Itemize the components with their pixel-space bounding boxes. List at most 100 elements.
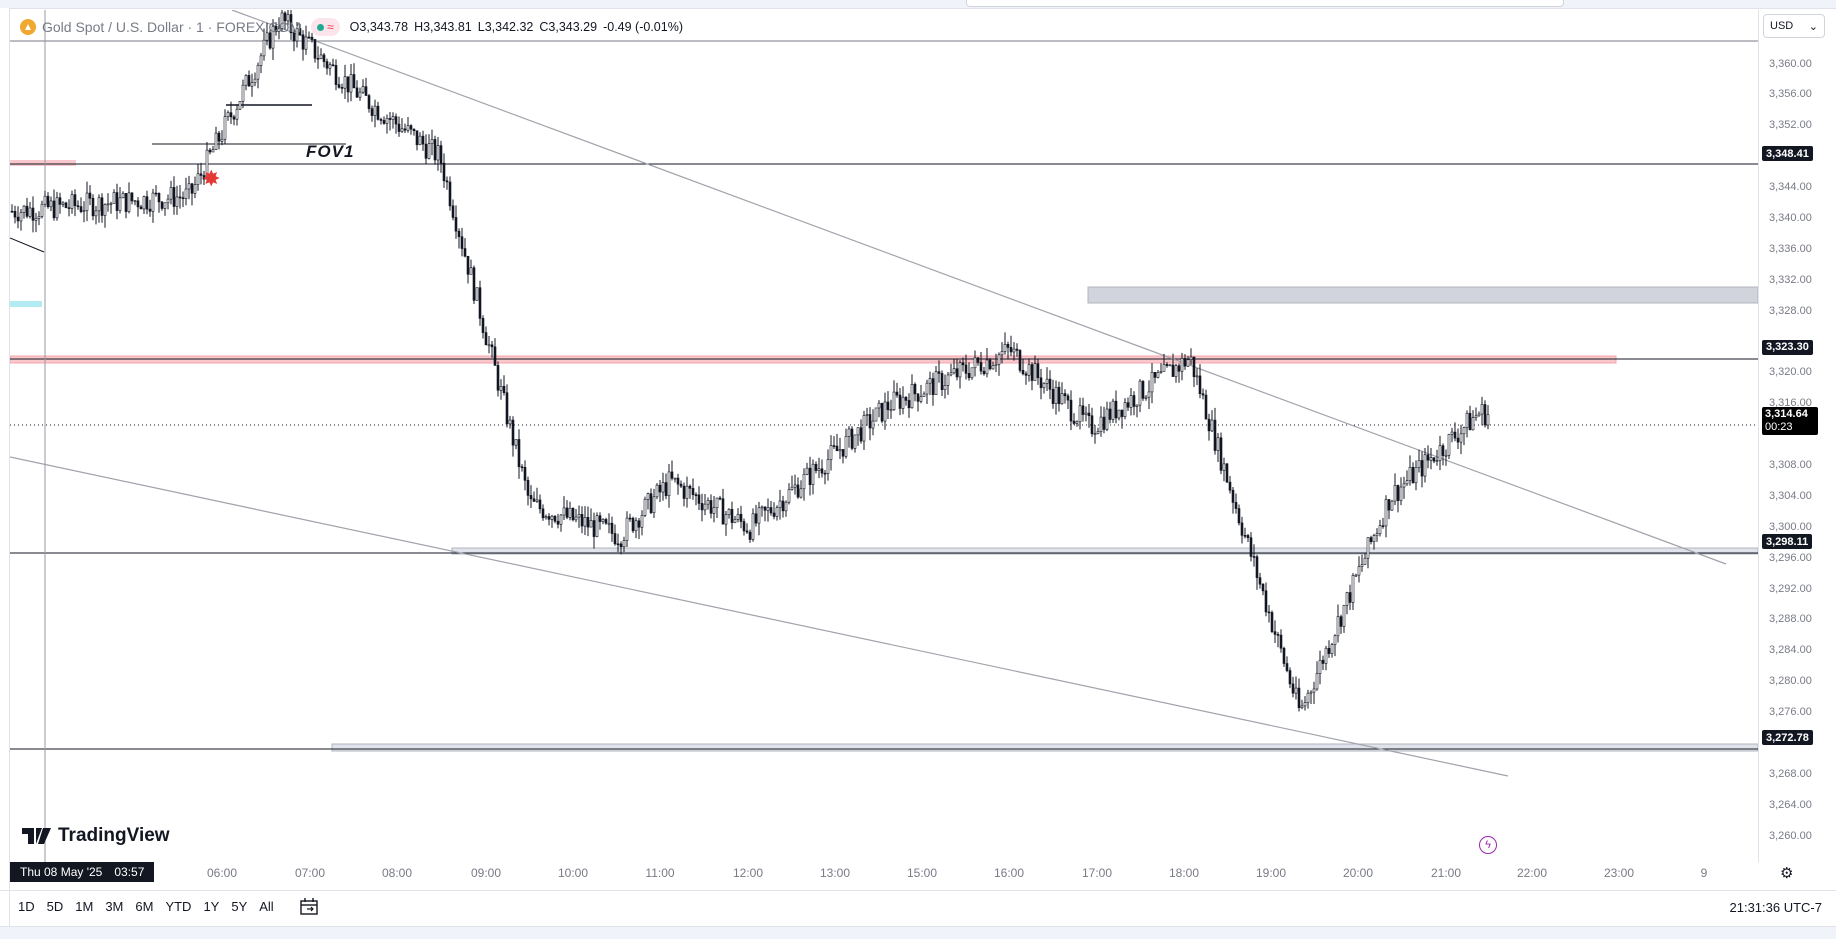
candle-body <box>1249 537 1253 557</box>
status-indicators[interactable]: ≈ <box>311 18 340 36</box>
candle-body <box>574 516 578 521</box>
range-button-ytd[interactable]: YTD <box>165 899 192 914</box>
candle-body <box>1078 405 1082 423</box>
candle-body <box>1426 454 1430 461</box>
candle-body <box>307 36 311 39</box>
candle-body <box>1030 364 1034 381</box>
currency-select-button[interactable]: USD ⌄ <box>1763 14 1825 38</box>
range-button-5y[interactable]: 5Y <box>231 899 248 914</box>
candle-body <box>685 485 689 499</box>
candle-body <box>184 188 188 199</box>
candle-body <box>229 112 233 118</box>
price-tag-3323: 3,323.30 <box>1762 339 1813 355</box>
range-button-1y[interactable]: 1Y <box>203 899 220 914</box>
candle-body <box>499 385 503 391</box>
candle-body <box>1237 508 1241 524</box>
candle-body <box>292 32 296 42</box>
price-tick-label: 3,264.00 <box>1769 798 1812 811</box>
candle-body <box>466 255 470 275</box>
candle-body <box>931 378 935 395</box>
lightning-event-icon[interactable]: ϟ <box>1479 836 1497 854</box>
range-button-3m[interactable]: 3M <box>105 899 124 914</box>
ohlc-high: H3,343.81 <box>414 20 472 34</box>
candle-body <box>439 145 443 164</box>
time-tick-label: 9 <box>1700 866 1708 880</box>
candle-body <box>1282 647 1286 664</box>
candle-body <box>595 515 599 537</box>
candle-body <box>1261 583 1265 592</box>
trendline-upper[interactable] <box>231 10 1727 565</box>
time-axis[interactable]: Thu 08 May '25 03:57 06:00 07:00 08:00 09:0… <box>10 862 1793 884</box>
price-axis[interactable]: USD ⌄ 3,360.00 3,356.00 3,352.00 3,344.00 3,… <box>1758 10 1836 862</box>
range-button-1m[interactable]: 1M <box>75 899 94 914</box>
candle-body <box>430 139 434 145</box>
chart-settings-gear-icon[interactable]: ⚙ <box>1780 865 1794 882</box>
candle-body <box>304 36 308 50</box>
candle-body <box>1297 687 1301 709</box>
candle-body <box>724 514 728 525</box>
candle-body <box>1075 421 1079 424</box>
gray-zone-upper[interactable] <box>1087 286 1758 304</box>
candle-body <box>718 497 722 500</box>
symbol-legend[interactable]: Gold Spot / U.S. Dollar · 1 · FOREX.COM … <box>20 17 683 37</box>
chart-canvas[interactable] <box>10 10 1758 862</box>
candle-body <box>610 522 614 534</box>
candle-body <box>34 218 38 221</box>
candle-body <box>1390 500 1394 511</box>
candle-body <box>1324 647 1328 664</box>
candle-body <box>679 483 683 487</box>
chart-pane[interactable]: Gold Spot / U.S. Dollar · 1 · FOREX.COM … <box>10 10 1758 862</box>
candle-body <box>217 132 221 142</box>
range-button-5d[interactable]: 5D <box>46 899 64 914</box>
time-tick-label: 17:00 <box>1081 866 1113 880</box>
candle-body <box>1318 659 1322 674</box>
candle-body <box>1303 702 1307 707</box>
candle-body <box>250 82 254 87</box>
trendline-short-left[interactable] <box>10 237 45 253</box>
crosshair-time: 03:57 <box>114 865 145 879</box>
red-supply-zone-left[interactable] <box>10 160 76 166</box>
tradingview-logo[interactable]: TradingView <box>22 825 170 847</box>
candle-body <box>118 197 122 211</box>
candle-body <box>1108 408 1112 420</box>
bottom-toolbar: 1D 5D 1M 3M 6M YTD 1Y 5Y All 21:31:36 UTC-7 <box>0 890 1836 925</box>
range-button-1d[interactable]: 1D <box>18 899 35 914</box>
candle-body <box>709 500 713 514</box>
candle-body <box>916 393 920 402</box>
candle-body <box>136 200 140 208</box>
gray-zone-lower[interactable] <box>331 743 1758 752</box>
candle-body <box>919 396 923 402</box>
candle-body <box>862 415 866 442</box>
candle-body <box>763 506 767 511</box>
candle-body <box>940 373 944 390</box>
time-tick-label: 15:00 <box>906 866 938 880</box>
candle-body <box>547 516 551 520</box>
range-button-6m[interactable]: 6M <box>135 899 154 914</box>
candle-body <box>55 197 59 219</box>
explosion-marker-icon[interactable]: ✸ <box>202 166 221 191</box>
candle-body <box>16 216 20 222</box>
range-button-all[interactable]: All <box>259 899 274 914</box>
utc-clock[interactable]: 21:31:36 UTC-7 <box>1729 900 1823 915</box>
candle-body <box>370 108 374 116</box>
trendline-lower[interactable] <box>10 456 1509 777</box>
symbol-title[interactable]: Gold Spot / U.S. Dollar · 1 · FOREX.COM <box>42 19 302 35</box>
candle-body <box>730 509 734 523</box>
candle-body <box>691 488 695 495</box>
calendar-goto-icon[interactable] <box>298 897 320 917</box>
candle-body <box>1168 364 1172 367</box>
candle-body <box>1438 445 1442 461</box>
cyan-zone-left[interactable] <box>10 301 42 307</box>
candle-body <box>1333 635 1337 645</box>
candle-body <box>13 210 17 218</box>
time-tick-label: 07:00 <box>294 866 326 880</box>
candle-body <box>1363 557 1367 565</box>
candle-series <box>10 10 1490 712</box>
candle-body <box>772 512 776 517</box>
fov-annotation-label[interactable]: FOV1 <box>306 142 355 161</box>
price-tick-label: 3,344.00 <box>1769 181 1812 194</box>
candle-body <box>1300 705 1304 709</box>
candle-body <box>1195 375 1199 378</box>
candle-body <box>1177 365 1181 372</box>
candle-body <box>1285 663 1289 671</box>
